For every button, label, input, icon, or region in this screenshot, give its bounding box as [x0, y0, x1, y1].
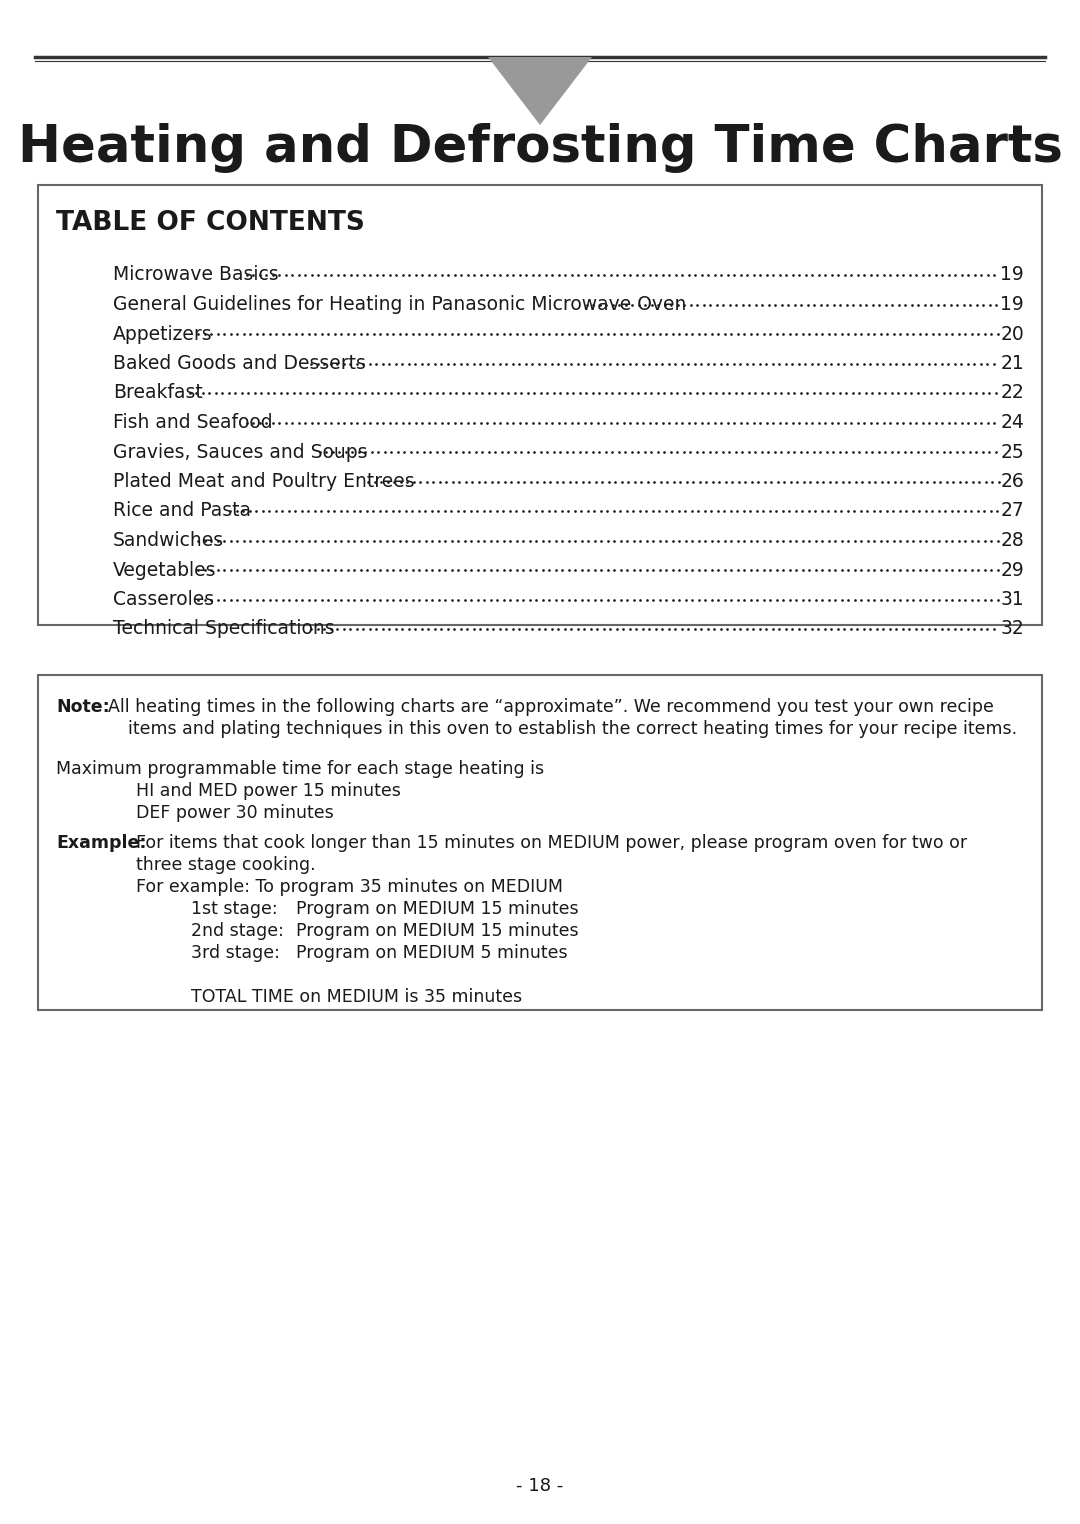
Text: Note:: Note: [56, 698, 110, 716]
Polygon shape [488, 56, 592, 125]
Text: Fish and Seafood: Fish and Seafood [113, 413, 272, 431]
Text: 26: 26 [1000, 472, 1024, 491]
Text: 1st stage:: 1st stage: [191, 901, 278, 917]
Text: three stage cooking.: three stage cooking. [136, 856, 315, 873]
Text: Sandwiches: Sandwiches [113, 530, 225, 550]
Text: 19: 19 [1000, 296, 1024, 314]
Text: 32: 32 [1000, 619, 1024, 639]
Text: Microwave Basics: Microwave Basics [113, 265, 279, 285]
Text: 19: 19 [1000, 265, 1024, 285]
Text: All heating times in the following charts are “approximate”. We recommend you te: All heating times in the following chart… [108, 698, 994, 716]
Text: Plated Meat and Poultry Entrees: Plated Meat and Poultry Entrees [113, 472, 415, 491]
Text: Rice and Pasta: Rice and Pasta [113, 501, 251, 521]
Text: Maximum programmable time for each stage heating is: Maximum programmable time for each stage… [56, 760, 544, 777]
Text: TABLE OF CONTENTS: TABLE OF CONTENTS [56, 210, 365, 236]
Text: 27: 27 [1000, 501, 1024, 521]
Text: 25: 25 [1000, 442, 1024, 462]
Text: Program on MEDIUM 15 minutes: Program on MEDIUM 15 minutes [296, 922, 579, 940]
Text: Example:: Example: [56, 834, 147, 852]
Text: Baked Goods and Desserts: Baked Goods and Desserts [113, 354, 366, 373]
Text: 29: 29 [1000, 561, 1024, 579]
Text: 28: 28 [1000, 530, 1024, 550]
Text: General Guidelines for Heating in Panasonic Microwave Oven: General Guidelines for Heating in Panaso… [113, 296, 687, 314]
Text: 21: 21 [1000, 354, 1024, 373]
Text: Casseroles: Casseroles [113, 590, 214, 610]
Text: 31: 31 [1000, 590, 1024, 610]
Text: Program on MEDIUM 5 minutes: Program on MEDIUM 5 minutes [296, 943, 568, 962]
Text: Vegetables: Vegetables [113, 561, 216, 579]
Text: 2nd stage:: 2nd stage: [191, 922, 284, 940]
Text: 20: 20 [1000, 325, 1024, 343]
Text: Heating and Defrosting Time Charts: Heating and Defrosting Time Charts [17, 123, 1063, 174]
Text: 24: 24 [1000, 413, 1024, 431]
Text: Program on MEDIUM 15 minutes: Program on MEDIUM 15 minutes [296, 901, 579, 917]
Text: 3rd stage:: 3rd stage: [191, 943, 280, 962]
Text: Gravies, Sauces and Soups: Gravies, Sauces and Soups [113, 442, 367, 462]
Text: Appetizers: Appetizers [113, 325, 213, 343]
Text: For example: To program 35 minutes on MEDIUM: For example: To program 35 minutes on ME… [136, 878, 563, 896]
Text: Technical Specifications: Technical Specifications [113, 619, 335, 639]
Text: TOTAL TIME on MEDIUM is 35 minutes: TOTAL TIME on MEDIUM is 35 minutes [191, 988, 522, 1006]
Text: - 18 -: - 18 - [516, 1477, 564, 1495]
Text: 22: 22 [1000, 384, 1024, 402]
Text: items and plating techniques in this oven to establish the correct heating times: items and plating techniques in this ove… [129, 719, 1017, 738]
Text: HI and MED power 15 minutes: HI and MED power 15 minutes [136, 782, 401, 800]
Text: Breakfast: Breakfast [113, 384, 203, 402]
Text: DEF power 30 minutes: DEF power 30 minutes [136, 805, 334, 821]
Text: For items that cook longer than 15 minutes on MEDIUM power, please program oven : For items that cook longer than 15 minut… [136, 834, 967, 852]
Bar [38, 184, 1042, 625]
Bar [38, 675, 1042, 1010]
